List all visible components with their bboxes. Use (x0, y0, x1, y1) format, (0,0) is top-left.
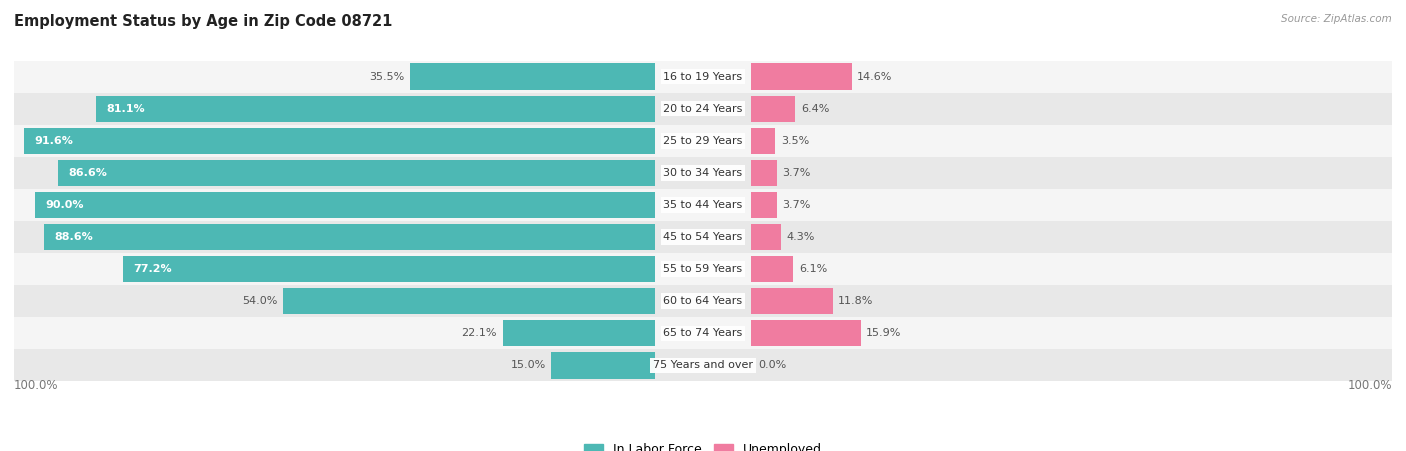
Bar (751, 256, 793, 282)
Bar (58, 160, 655, 186)
Bar (14, 221, 1392, 253)
Text: 100.0%: 100.0% (1347, 379, 1392, 392)
Text: 55 to 59 Years: 55 to 59 Years (664, 264, 742, 274)
Bar (14, 189, 1392, 221)
Bar (751, 128, 775, 154)
Text: 35 to 44 Years: 35 to 44 Years (664, 200, 742, 210)
Bar (751, 96, 796, 122)
Text: Source: ZipAtlas.com: Source: ZipAtlas.com (1281, 14, 1392, 23)
Bar (751, 64, 852, 90)
Bar (14, 350, 1392, 382)
Bar (14, 285, 1392, 317)
Text: 35.5%: 35.5% (370, 72, 405, 82)
Bar (45, 224, 655, 250)
Text: 86.6%: 86.6% (69, 168, 107, 178)
Bar (14, 317, 1392, 350)
Text: 60 to 64 Years: 60 to 64 Years (664, 296, 742, 306)
Text: 15.9%: 15.9% (866, 328, 901, 338)
Bar (14, 157, 1392, 189)
Text: 6.1%: 6.1% (799, 264, 827, 274)
Bar (502, 320, 655, 346)
Text: 3.7%: 3.7% (782, 168, 811, 178)
Text: 20 to 24 Years: 20 to 24 Years (664, 104, 742, 114)
Text: 81.1%: 81.1% (107, 104, 145, 114)
Text: 65 to 74 Years: 65 to 74 Years (664, 328, 742, 338)
Text: 54.0%: 54.0% (242, 296, 277, 306)
Text: 90.0%: 90.0% (45, 200, 83, 210)
Bar (14, 125, 1392, 157)
Bar (751, 288, 832, 314)
Bar (751, 160, 776, 186)
Bar (24, 128, 655, 154)
Bar (122, 256, 655, 282)
Text: 16 to 19 Years: 16 to 19 Years (664, 72, 742, 82)
Text: 3.7%: 3.7% (782, 200, 811, 210)
Text: 0.0%: 0.0% (758, 360, 786, 370)
Text: 91.6%: 91.6% (34, 136, 73, 146)
Text: 45 to 54 Years: 45 to 54 Years (664, 232, 742, 242)
Text: 88.6%: 88.6% (55, 232, 93, 242)
Bar (14, 92, 1392, 125)
Text: Employment Status by Age in Zip Code 08721: Employment Status by Age in Zip Code 087… (14, 14, 392, 28)
Bar (751, 224, 780, 250)
Text: 6.4%: 6.4% (801, 104, 830, 114)
Bar (751, 192, 776, 218)
Text: 30 to 34 Years: 30 to 34 Years (664, 168, 742, 178)
Text: 77.2%: 77.2% (134, 264, 172, 274)
Text: 22.1%: 22.1% (461, 328, 496, 338)
Bar (283, 288, 655, 314)
Text: 100.0%: 100.0% (14, 379, 59, 392)
Bar (411, 64, 655, 90)
Bar (751, 320, 860, 346)
Bar (96, 96, 655, 122)
Bar (14, 253, 1392, 285)
Text: 15.0%: 15.0% (510, 360, 546, 370)
Text: 75 Years and over: 75 Years and over (652, 360, 754, 370)
Text: 14.6%: 14.6% (858, 72, 893, 82)
Text: 11.8%: 11.8% (838, 296, 873, 306)
Bar (551, 352, 655, 378)
Bar (35, 192, 655, 218)
Legend: In Labor Force, Unemployed: In Labor Force, Unemployed (579, 438, 827, 451)
Text: 4.3%: 4.3% (786, 232, 814, 242)
Bar (14, 60, 1392, 92)
Text: 3.5%: 3.5% (780, 136, 808, 146)
Text: 25 to 29 Years: 25 to 29 Years (664, 136, 742, 146)
